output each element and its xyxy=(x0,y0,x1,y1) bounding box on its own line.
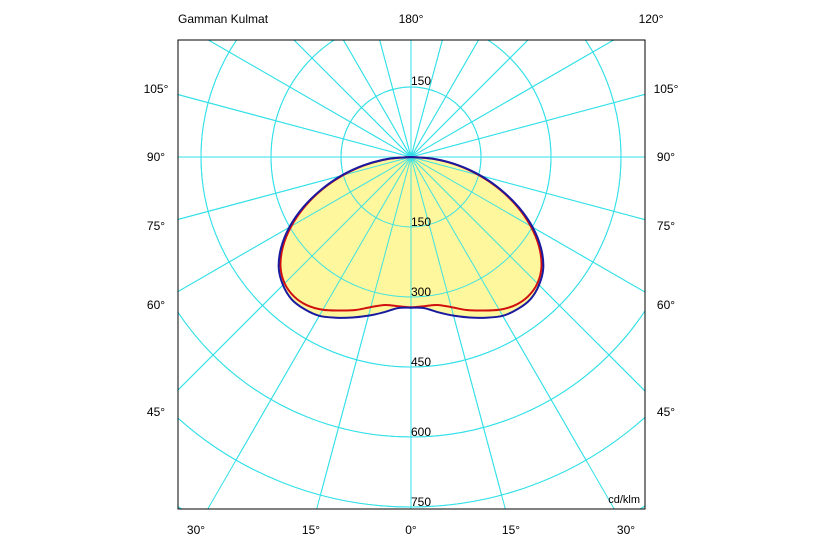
radial-tick-label-300: 300 xyxy=(411,285,431,299)
grid-spoke-overlay-45 xyxy=(410,156,645,392)
right-angle-label-60: 60° xyxy=(657,298,675,312)
radial-tick-label-600: 600 xyxy=(411,425,431,439)
grid-spoke-overlay-105 xyxy=(410,93,645,158)
chart-title: Gamman Kulmat xyxy=(178,12,269,26)
grid-spoke-overlay-210 xyxy=(342,40,412,158)
grid-spoke-overlay-150 xyxy=(410,40,480,158)
right-angle-label-45: 45° xyxy=(657,405,675,419)
grid-spoke-overlay-240 xyxy=(207,40,412,158)
grid-ring-overlay-600 xyxy=(178,309,645,438)
bottom-angle-label-0: 0° xyxy=(405,523,417,537)
left-angle-label-75: 75° xyxy=(147,219,165,233)
top-angle-label-180: 180° xyxy=(399,12,424,26)
left-angle-label-90: 90° xyxy=(147,150,165,164)
grid-spoke-overlay-60 xyxy=(410,156,645,293)
radial-tick-label-450: 450 xyxy=(411,355,431,369)
bottom-angle-label-15-right: 15° xyxy=(502,523,520,537)
grid-spoke-overlay-30 xyxy=(410,156,587,461)
right-angle-label-90: 90° xyxy=(657,150,675,164)
grid-spoke-overlay-285 xyxy=(178,156,412,220)
grid-spoke-overlay-195 xyxy=(379,40,412,158)
radial-tick-label-150-upper: 150 xyxy=(411,74,431,88)
grid-spoke-overlay-225 xyxy=(293,40,412,158)
grid-ring-overlay-450 xyxy=(200,40,622,368)
plot-frame xyxy=(177,39,646,510)
grid-spoke-overlay-75 xyxy=(410,156,645,221)
grid-ring-overlay-750 xyxy=(178,416,645,508)
bottom-angle-label-30-right: 30° xyxy=(617,523,635,537)
radial-tick-label-750: 750 xyxy=(411,495,431,509)
grid-spoke-overlay-300 xyxy=(178,156,412,293)
left-angle-label-45: 45° xyxy=(147,405,165,419)
unit-label: cd/klm xyxy=(608,494,640,506)
grid-spoke-overlay-345 xyxy=(319,156,412,496)
right-angle-label-105: 105° xyxy=(654,82,679,96)
bottom-angle-label-30-left: 30° xyxy=(187,523,205,537)
grid-ring-overlay-300 xyxy=(270,40,552,298)
grid-spoke-overlay-135 xyxy=(410,40,529,158)
top-angle-label-120: 120° xyxy=(639,12,664,26)
grid-spoke-overlay-330 xyxy=(235,156,412,461)
bottom-angle-label-15-left: 15° xyxy=(302,523,320,537)
grid-ring-overlay-150 xyxy=(340,86,482,228)
right-angle-label-75: 75° xyxy=(657,219,675,233)
grid-spoke-overlay-315 xyxy=(178,156,412,391)
grid-spoke-overlay-165 xyxy=(410,40,443,158)
left-angle-label-60: 60° xyxy=(147,298,165,312)
radial-tick-label-150: 150 xyxy=(411,215,431,229)
grid-spoke-overlay-120 xyxy=(410,40,615,158)
intensity-curve-series-2 xyxy=(277,156,545,319)
left-angle-label-105: 105° xyxy=(144,82,169,96)
grid-spoke-overlay-15 xyxy=(410,156,503,496)
grid-spoke-overlay-255 xyxy=(178,94,412,158)
